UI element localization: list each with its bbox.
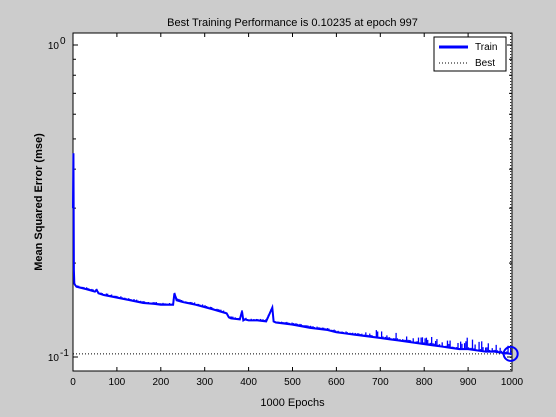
x-tick-label: 600: [328, 377, 345, 388]
x-tick-label: 200: [152, 377, 169, 388]
y-tick-exponent: -1: [60, 348, 69, 359]
x-tick-label: 1000: [501, 377, 524, 388]
x-axis-label: 1000 Epochs: [260, 397, 325, 409]
y-axis-label: Mean Squared Error (mse): [33, 133, 45, 271]
plot-area: [72, 32, 513, 372]
legend-train-label: Train: [475, 42, 497, 53]
x-tick-label: 900: [460, 377, 477, 388]
y-tick-label: 10: [48, 41, 60, 52]
x-tick-label: 400: [240, 377, 257, 388]
legend: Train Best: [433, 36, 507, 72]
x-tick-label: 800: [416, 377, 433, 388]
y-tick-exponent: 0: [60, 36, 66, 47]
x-tick-label: 700: [372, 377, 389, 388]
x-axis: 0 100 200 300 400 500 600 700 800 900 1000: [70, 33, 524, 388]
x-tick-label: 300: [196, 377, 213, 388]
train-series-spikes: [76, 285, 512, 354]
best-epoch-marker: [502, 345, 519, 362]
x-tick-label: 500: [284, 377, 301, 388]
x-tick-label: 100: [109, 377, 126, 388]
legend-best-label: Best: [475, 58, 495, 69]
y-tick-label: 10: [48, 353, 60, 364]
legend-box: [433, 36, 507, 72]
chart-title: Best Training Performance is 0.10235 at …: [167, 17, 418, 29]
x-tick-label: 0: [70, 377, 76, 388]
